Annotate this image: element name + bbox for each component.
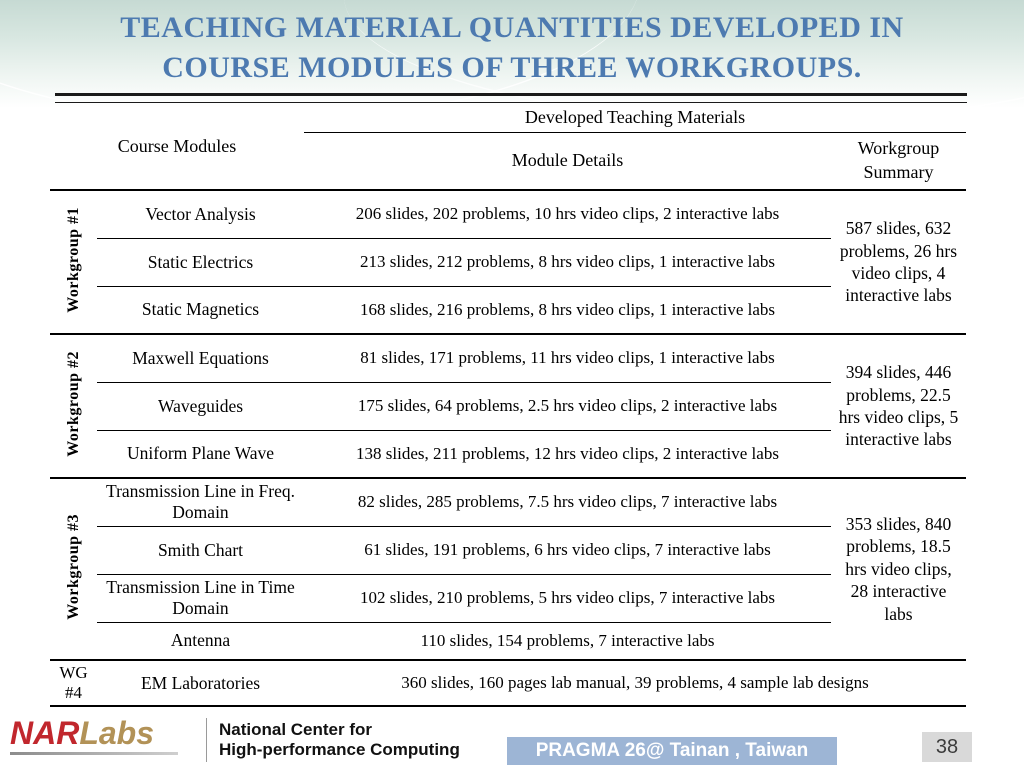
workgroup-2-label: Workgroup #2	[50, 334, 97, 479]
footer: NARLabs National Center for High-perform…	[0, 712, 1024, 768]
workgroup-3-label: Workgroup #3	[50, 478, 97, 661]
workgroup-3-summary: 353 slides, 840 problems, 18.5 hrs video…	[831, 478, 967, 661]
logo-labs-text: Labs	[79, 715, 155, 751]
module-details-cell: 102 slides, 210 problems, 5 hrs video cl…	[304, 574, 831, 623]
module-details-cell: 360 slides, 160 pages lab manual, 39 pro…	[304, 660, 967, 707]
module-details-cell: 82 slides, 285 problems, 7.5 hrs video c…	[304, 478, 831, 527]
footer-divider	[206, 718, 207, 762]
workgroup-3-label-text: Workgroup #3	[64, 513, 82, 620]
header-developed-materials: Developed Teaching Materials	[304, 104, 967, 133]
page-number-box: 38	[922, 732, 972, 762]
workgroup-1-label-text: Workgroup #1	[64, 206, 82, 313]
org-name-line1: National Center for	[219, 720, 373, 739]
table-header-row: Module Details Workgroup Summary	[50, 132, 967, 191]
header-course-modules: Course Modules	[50, 104, 304, 191]
logo-underline	[10, 752, 178, 755]
module-details-cell: 61 slides, 191 problems, 6 hrs video cli…	[304, 526, 831, 575]
module-name-cell: Maxwell Equations	[97, 334, 304, 383]
table-row: Static Electrics 213 slides, 212 problem…	[50, 238, 966, 287]
table-row: Transmission Line in Time Domain 102 sli…	[50, 574, 966, 623]
module-name-cell: Transmission Line in Time Domain	[97, 574, 304, 623]
page-title: TEACHING MATERIAL QUANTITIES DEVELOPED I…	[0, 8, 1024, 88]
module-details-cell: 81 slides, 171 problems, 11 hrs video cl…	[304, 334, 831, 383]
page-number: 38	[935, 736, 959, 758]
table-row: Workgroup #3 Transmission Line in Freq. …	[50, 478, 967, 661]
workgroup-1-summary: 587 slides, 632 problems, 26 hrs video c…	[831, 190, 967, 335]
header-module-details: Module Details	[304, 132, 831, 191]
module-details-cell: 110 slides, 154 problems, 7 interactive …	[304, 622, 831, 661]
module-name-cell: EM Laboratories	[97, 660, 304, 707]
workgroup-2-label-text: Workgroup #2	[64, 350, 82, 457]
module-details-cell: 138 slides, 211 problems, 12 hrs video c…	[304, 430, 831, 479]
event-banner: PRAGMA 26@ Tainan , Taiwan	[507, 737, 837, 765]
logo-nar-text: NAR	[10, 715, 80, 751]
workgroup-4-label: WG #4	[50, 660, 97, 707]
table-row: Waveguides 175 slides, 64 problems, 2.5 …	[50, 382, 966, 431]
workgroup-2-summary: 394 slides, 446 problems, 22.5 hrs video…	[831, 334, 967, 479]
workgroup-1-label: Workgroup #1	[50, 190, 97, 335]
top-decorative-band	[0, 0, 1024, 108]
module-details-cell: 213 slides, 212 problems, 8 hrs video cl…	[304, 238, 831, 287]
title-divider-rule	[55, 93, 967, 103]
module-name-cell: Vector Analysis	[97, 190, 304, 239]
table-row: WG #4 EM Laboratories 360 slides, 160 pa…	[50, 660, 967, 707]
module-name-cell: Waveguides	[97, 382, 304, 431]
table-row: Workgroup #1 Vector Analysis 206 slides,…	[50, 190, 967, 335]
page-title-line1: TEACHING MATERIAL QUANTITIES DEVELOPED I…	[120, 11, 904, 44]
module-details-cell: 168 slides, 216 problems, 8 hrs video cl…	[304, 286, 831, 335]
org-name: National Center for High-performance Com…	[219, 720, 460, 760]
header-workgroup-summary: Workgroup Summary	[831, 132, 967, 191]
table-row: Antenna 110 slides, 154 problems, 7 inte…	[50, 622, 966, 661]
table-row: Smith Chart 61 slides, 191 problems, 6 h…	[50, 526, 966, 575]
module-name-cell: Uniform Plane Wave	[97, 430, 304, 479]
page-title-line2: COURSE MODULES OF THREE WORKGROUPS.	[162, 51, 862, 84]
table-row: Uniform Plane Wave 138 slides, 211 probl…	[50, 430, 966, 479]
module-name-cell: Transmission Line in Freq. Domain	[97, 478, 304, 527]
module-details-cell: 206 slides, 202 problems, 10 hrs video c…	[304, 190, 831, 239]
module-details-cell: 175 slides, 64 problems, 2.5 hrs video c…	[304, 382, 831, 431]
table-row: Workgroup #2 Maxwell Equations 81 slides…	[50, 334, 967, 479]
table-header-row: Course Modules Developed Teaching Materi…	[50, 104, 967, 191]
narlabs-logo: NARLabs	[10, 716, 178, 755]
module-name-cell: Static Magnetics	[97, 286, 304, 335]
module-name-cell: Static Electrics	[97, 238, 304, 287]
module-name-cell: Antenna	[97, 622, 304, 661]
module-name-cell: Smith Chart	[97, 526, 304, 575]
table-row: Static Magnetics 168 slides, 216 problem…	[50, 286, 966, 335]
materials-table: Course Modules Developed Teaching Materi…	[50, 104, 967, 707]
org-name-line2: High-performance Computing	[219, 740, 460, 759]
